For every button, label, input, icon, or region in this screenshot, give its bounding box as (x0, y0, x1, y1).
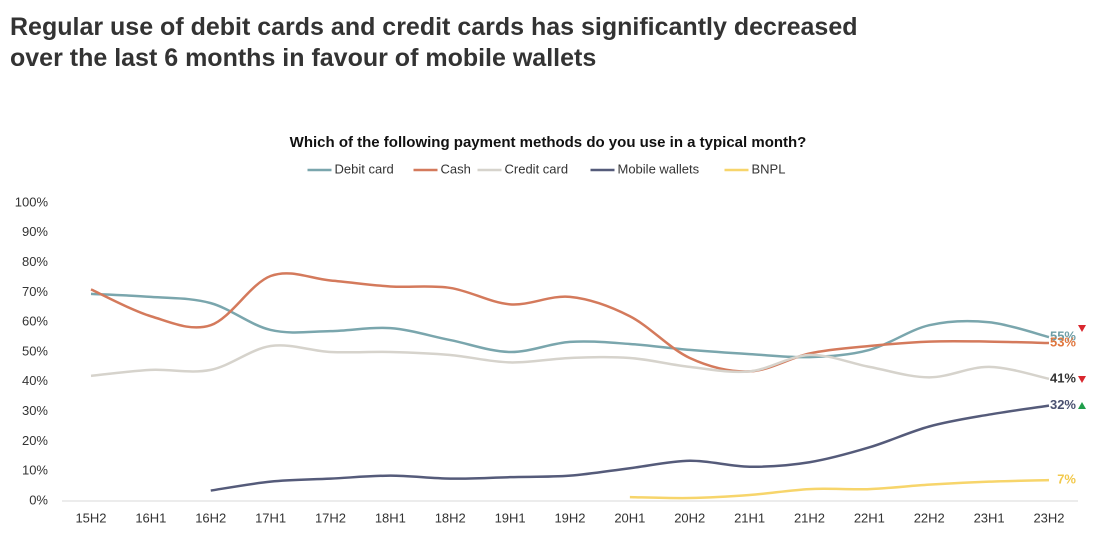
x-tick-label: 19H1 (495, 510, 526, 525)
legend-label: Credit card (505, 161, 569, 176)
x-tick-label: 20H1 (614, 510, 645, 525)
series-line (90, 292, 1050, 359)
data-label: 7% (1057, 472, 1076, 487)
x-tick-label: 18H1 (375, 510, 406, 525)
series-line (629, 478, 1050, 500)
legend-label: Mobile wallets (618, 161, 700, 176)
x-tick-label: 22H2 (914, 510, 945, 525)
data-label: 41% (1050, 370, 1076, 385)
x-tick-label: 20H2 (674, 510, 705, 525)
legend-label: BNPL (752, 161, 786, 176)
x-tick-label: 16H2 (195, 510, 226, 525)
y-tick-label: 20% (22, 433, 48, 448)
down-arrow (1078, 376, 1086, 383)
y-tick-label: 40% (22, 373, 48, 388)
x-tick-label: 21H2 (794, 510, 825, 525)
x-tick-label: 18H2 (435, 510, 466, 525)
y-tick-label: 50% (22, 343, 48, 358)
x-tick-label: 23H1 (974, 510, 1005, 525)
x-tick-label: 22H1 (854, 510, 885, 525)
y-tick-label: 90% (22, 224, 48, 239)
x-tick-label: 23H2 (1033, 510, 1064, 525)
up-arrow (1078, 402, 1086, 409)
y-tick-label: 0% (29, 492, 48, 507)
down-arrow (1078, 325, 1086, 332)
series-line (90, 344, 1050, 381)
legend-label: Cash (441, 161, 471, 176)
y-tick-label: 80% (22, 254, 48, 269)
chart-subtitle: Which of the following payment methods d… (290, 134, 807, 151)
y-tick-label: 70% (22, 284, 48, 299)
data-label: 32% (1050, 397, 1076, 412)
x-tick-label: 15H2 (75, 510, 106, 525)
x-tick-label: 17H2 (315, 510, 346, 525)
chart-title: Regular use of debit cards and credit ca… (10, 13, 858, 72)
series-line (90, 272, 1050, 373)
x-tick-label: 17H1 (255, 510, 286, 525)
y-tick-label: 60% (22, 314, 48, 329)
y-tick-label: 10% (22, 463, 48, 478)
data-label: 55% (1050, 329, 1076, 344)
y-tick-label: 100% (15, 194, 49, 209)
x-tick-label: 21H1 (734, 510, 765, 525)
legend-label: Debit card (335, 161, 394, 176)
x-tick-label: 16H1 (135, 510, 166, 525)
y-tick-label: 30% (22, 403, 48, 418)
data-label: 53% (1050, 334, 1076, 349)
x-tick-label: 19H2 (554, 510, 585, 525)
series-line (210, 404, 1050, 492)
